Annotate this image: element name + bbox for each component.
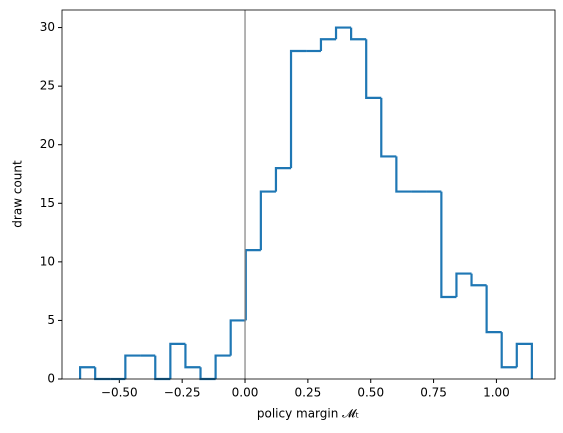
histogram-step <box>395 156 412 193</box>
histogram-step <box>515 342 533 379</box>
plot-frame <box>61 9 556 380</box>
histogram-step <box>334 26 352 40</box>
histogram-step <box>274 167 292 192</box>
y-tick-label: 0 <box>47 372 55 386</box>
histogram-step <box>229 319 246 356</box>
histogram-step <box>94 367 111 381</box>
histogram-step <box>154 355 171 381</box>
histogram-step <box>455 272 472 297</box>
y-tick-label: 30 <box>40 20 55 34</box>
histogram-step <box>184 343 201 369</box>
histogram-step <box>470 273 487 287</box>
x-tick-label: 0.75 <box>420 386 447 400</box>
histogram-step <box>244 249 261 321</box>
histogram-step <box>380 97 397 158</box>
x-tick-label: −0.50 <box>101 386 138 400</box>
x-tick-label: 0.50 <box>357 386 384 400</box>
histogram-step <box>199 367 216 381</box>
histogram-step <box>500 332 517 369</box>
x-tick-label: 1.00 <box>483 386 510 400</box>
histogram-step <box>485 285 502 334</box>
y-tick-label: 10 <box>40 254 55 268</box>
histogram-step <box>169 342 186 379</box>
x-tick-label: 0.00 <box>232 386 259 400</box>
y-tick-label: 5 <box>47 313 55 327</box>
histogram-step <box>440 191 457 299</box>
y-tick-label: 20 <box>40 137 55 151</box>
histogram-step <box>319 38 337 51</box>
y-tick-label: 25 <box>40 79 55 93</box>
histogram-step <box>214 354 231 379</box>
histogram-step <box>124 354 141 379</box>
y-tick-label: 15 <box>40 196 55 210</box>
histogram-step <box>259 190 276 251</box>
histogram-step <box>365 39 382 99</box>
x-tick-label: −0.25 <box>164 386 201 400</box>
histogram-step <box>350 27 367 41</box>
histogram-step <box>79 366 96 379</box>
histogram-step <box>289 49 307 169</box>
x-axis-label: policy margin 𝓜ₜ <box>257 407 359 421</box>
x-tick-label: 0.25 <box>295 386 322 400</box>
y-axis-label: draw count <box>11 160 25 228</box>
